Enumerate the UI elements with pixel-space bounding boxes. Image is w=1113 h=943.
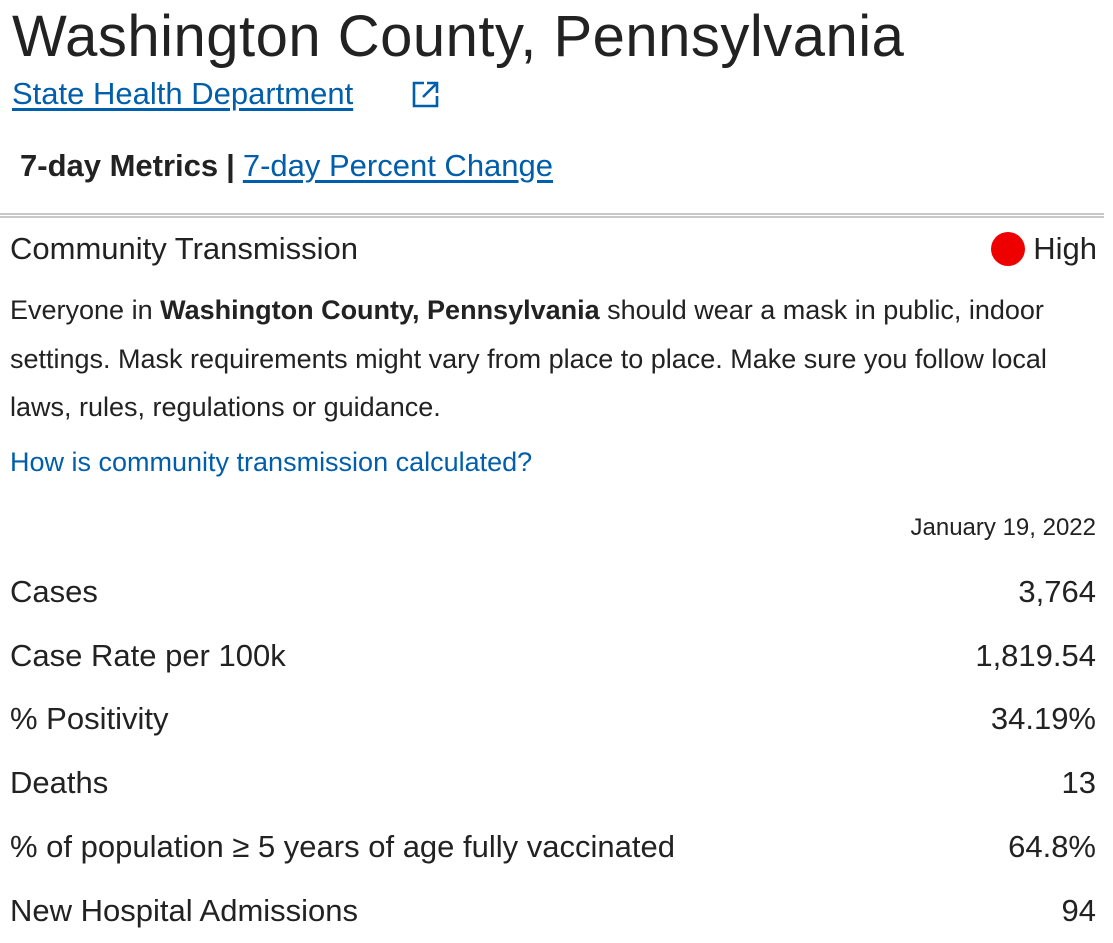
metric-row-positivity: % Positivity 34.19%	[10, 688, 1096, 752]
tab-7-day-percent-change[interactable]: 7-day Percent Change	[242, 148, 554, 183]
metric-row-deaths: Deaths 13	[10, 751, 1096, 815]
metric-tabs: 7-day Metrics | 7-day Percent Change	[20, 145, 553, 187]
metric-value: 64.8%	[1008, 829, 1096, 865]
section-divider	[0, 213, 1104, 218]
advice-suffix: should wear a mask in public, indoor set…	[10, 295, 1047, 422]
metric-label: New Hospital Admissions	[10, 892, 359, 928]
metric-label: % of population ≥ 5 years of age fully v…	[10, 829, 675, 865]
metric-row-cases: Cases 3,764	[10, 560, 1096, 624]
metric-value: 1,819.54	[975, 637, 1096, 673]
metrics-table: Cases 3,764 Case Rate per 100k 1,819.54 …	[10, 560, 1096, 943]
metric-label: Case Rate per 100k	[10, 637, 286, 673]
metrics-date: January 19, 2022	[910, 514, 1096, 541]
metric-row-case-rate: Case Rate per 100k 1,819.54	[10, 624, 1096, 688]
page-title: Washington County, Pennsylvania	[12, 4, 905, 69]
tab-separator: |	[226, 148, 235, 183]
community-transmission-label: Community Transmission	[10, 231, 358, 266]
mask-advice-text: Everyone in Washington County, Pennsylva…	[10, 286, 1100, 432]
metric-label: % Positivity	[10, 701, 169, 737]
metric-value: 94	[1061, 892, 1096, 928]
metric-value: 3,764	[1018, 573, 1096, 609]
metric-value: 34.19%	[990, 701, 1096, 737]
transmission-level-text: High	[1033, 231, 1097, 266]
advice-prefix: Everyone in	[10, 295, 161, 325]
metric-row-hospital-admissions: New Hospital Admissions 94	[10, 879, 1096, 943]
metric-label: Cases	[10, 573, 98, 609]
state-health-department-link[interactable]: State Health Department	[12, 76, 354, 111]
transmission-calculation-link[interactable]: How is community transmission calculated…	[10, 447, 533, 477]
transmission-level: High	[991, 229, 1097, 269]
metric-row-vaccinated: % of population ≥ 5 years of age fully v…	[10, 815, 1096, 879]
metric-value: 13	[1061, 765, 1096, 801]
metric-label: Deaths	[10, 765, 109, 801]
external-link-icon[interactable]	[410, 78, 442, 110]
red-dot-icon	[991, 232, 1026, 266]
tab-7-day-metrics[interactable]: 7-day Metrics	[20, 148, 219, 183]
advice-county: Washington County, Pennsylvania	[160, 295, 600, 325]
